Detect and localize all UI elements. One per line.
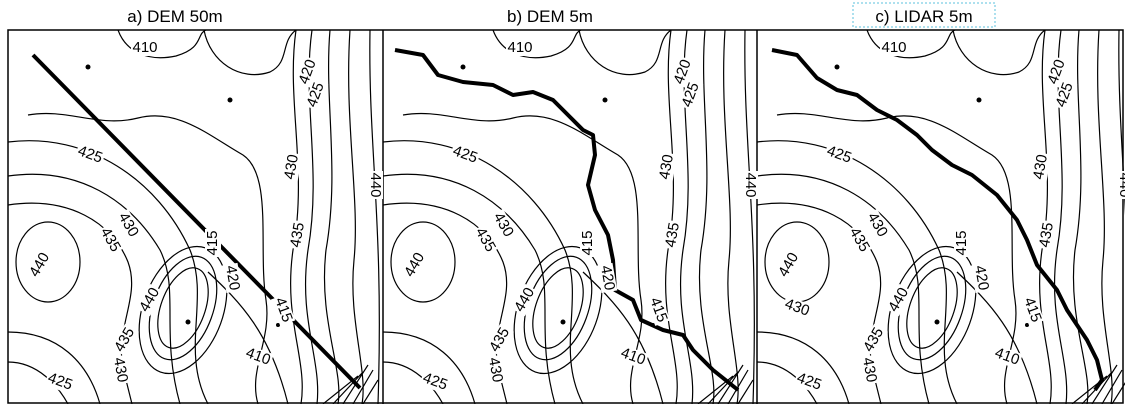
contour-label: 415 — [579, 230, 596, 255]
contour-label: 420 — [222, 264, 243, 292]
contour-label: 435 — [662, 221, 683, 249]
frame — [8, 30, 1123, 403]
contour-label: 415 — [953, 230, 970, 255]
contour-label: 440 — [367, 172, 384, 197]
contour-label: 430 — [859, 356, 880, 384]
panel-title: a) DEM 50m — [127, 7, 222, 26]
contour-label: 430 — [485, 356, 506, 384]
contour-label: 420 — [971, 264, 992, 292]
contour-label: 435 — [1036, 221, 1057, 249]
panel-title: c) LIDAR 5m — [875, 7, 972, 26]
contour-label: 420 — [597, 264, 618, 292]
contour-label: 435 — [287, 221, 308, 249]
contour-label: 440 — [742, 172, 759, 197]
contour-label: 410 — [132, 39, 157, 56]
contour-label: 415 — [204, 230, 221, 255]
panel-title: b) DEM 5m — [507, 7, 593, 26]
contour-label: 440 — [1116, 172, 1125, 197]
contour-label: 430 — [110, 356, 131, 384]
contour-label: 410 — [881, 39, 906, 56]
figure: a) DEM 50m b) DEM 5m c) LIDAR 5m 4104204… — [0, 0, 1125, 404]
contour-label: 410 — [507, 39, 532, 56]
